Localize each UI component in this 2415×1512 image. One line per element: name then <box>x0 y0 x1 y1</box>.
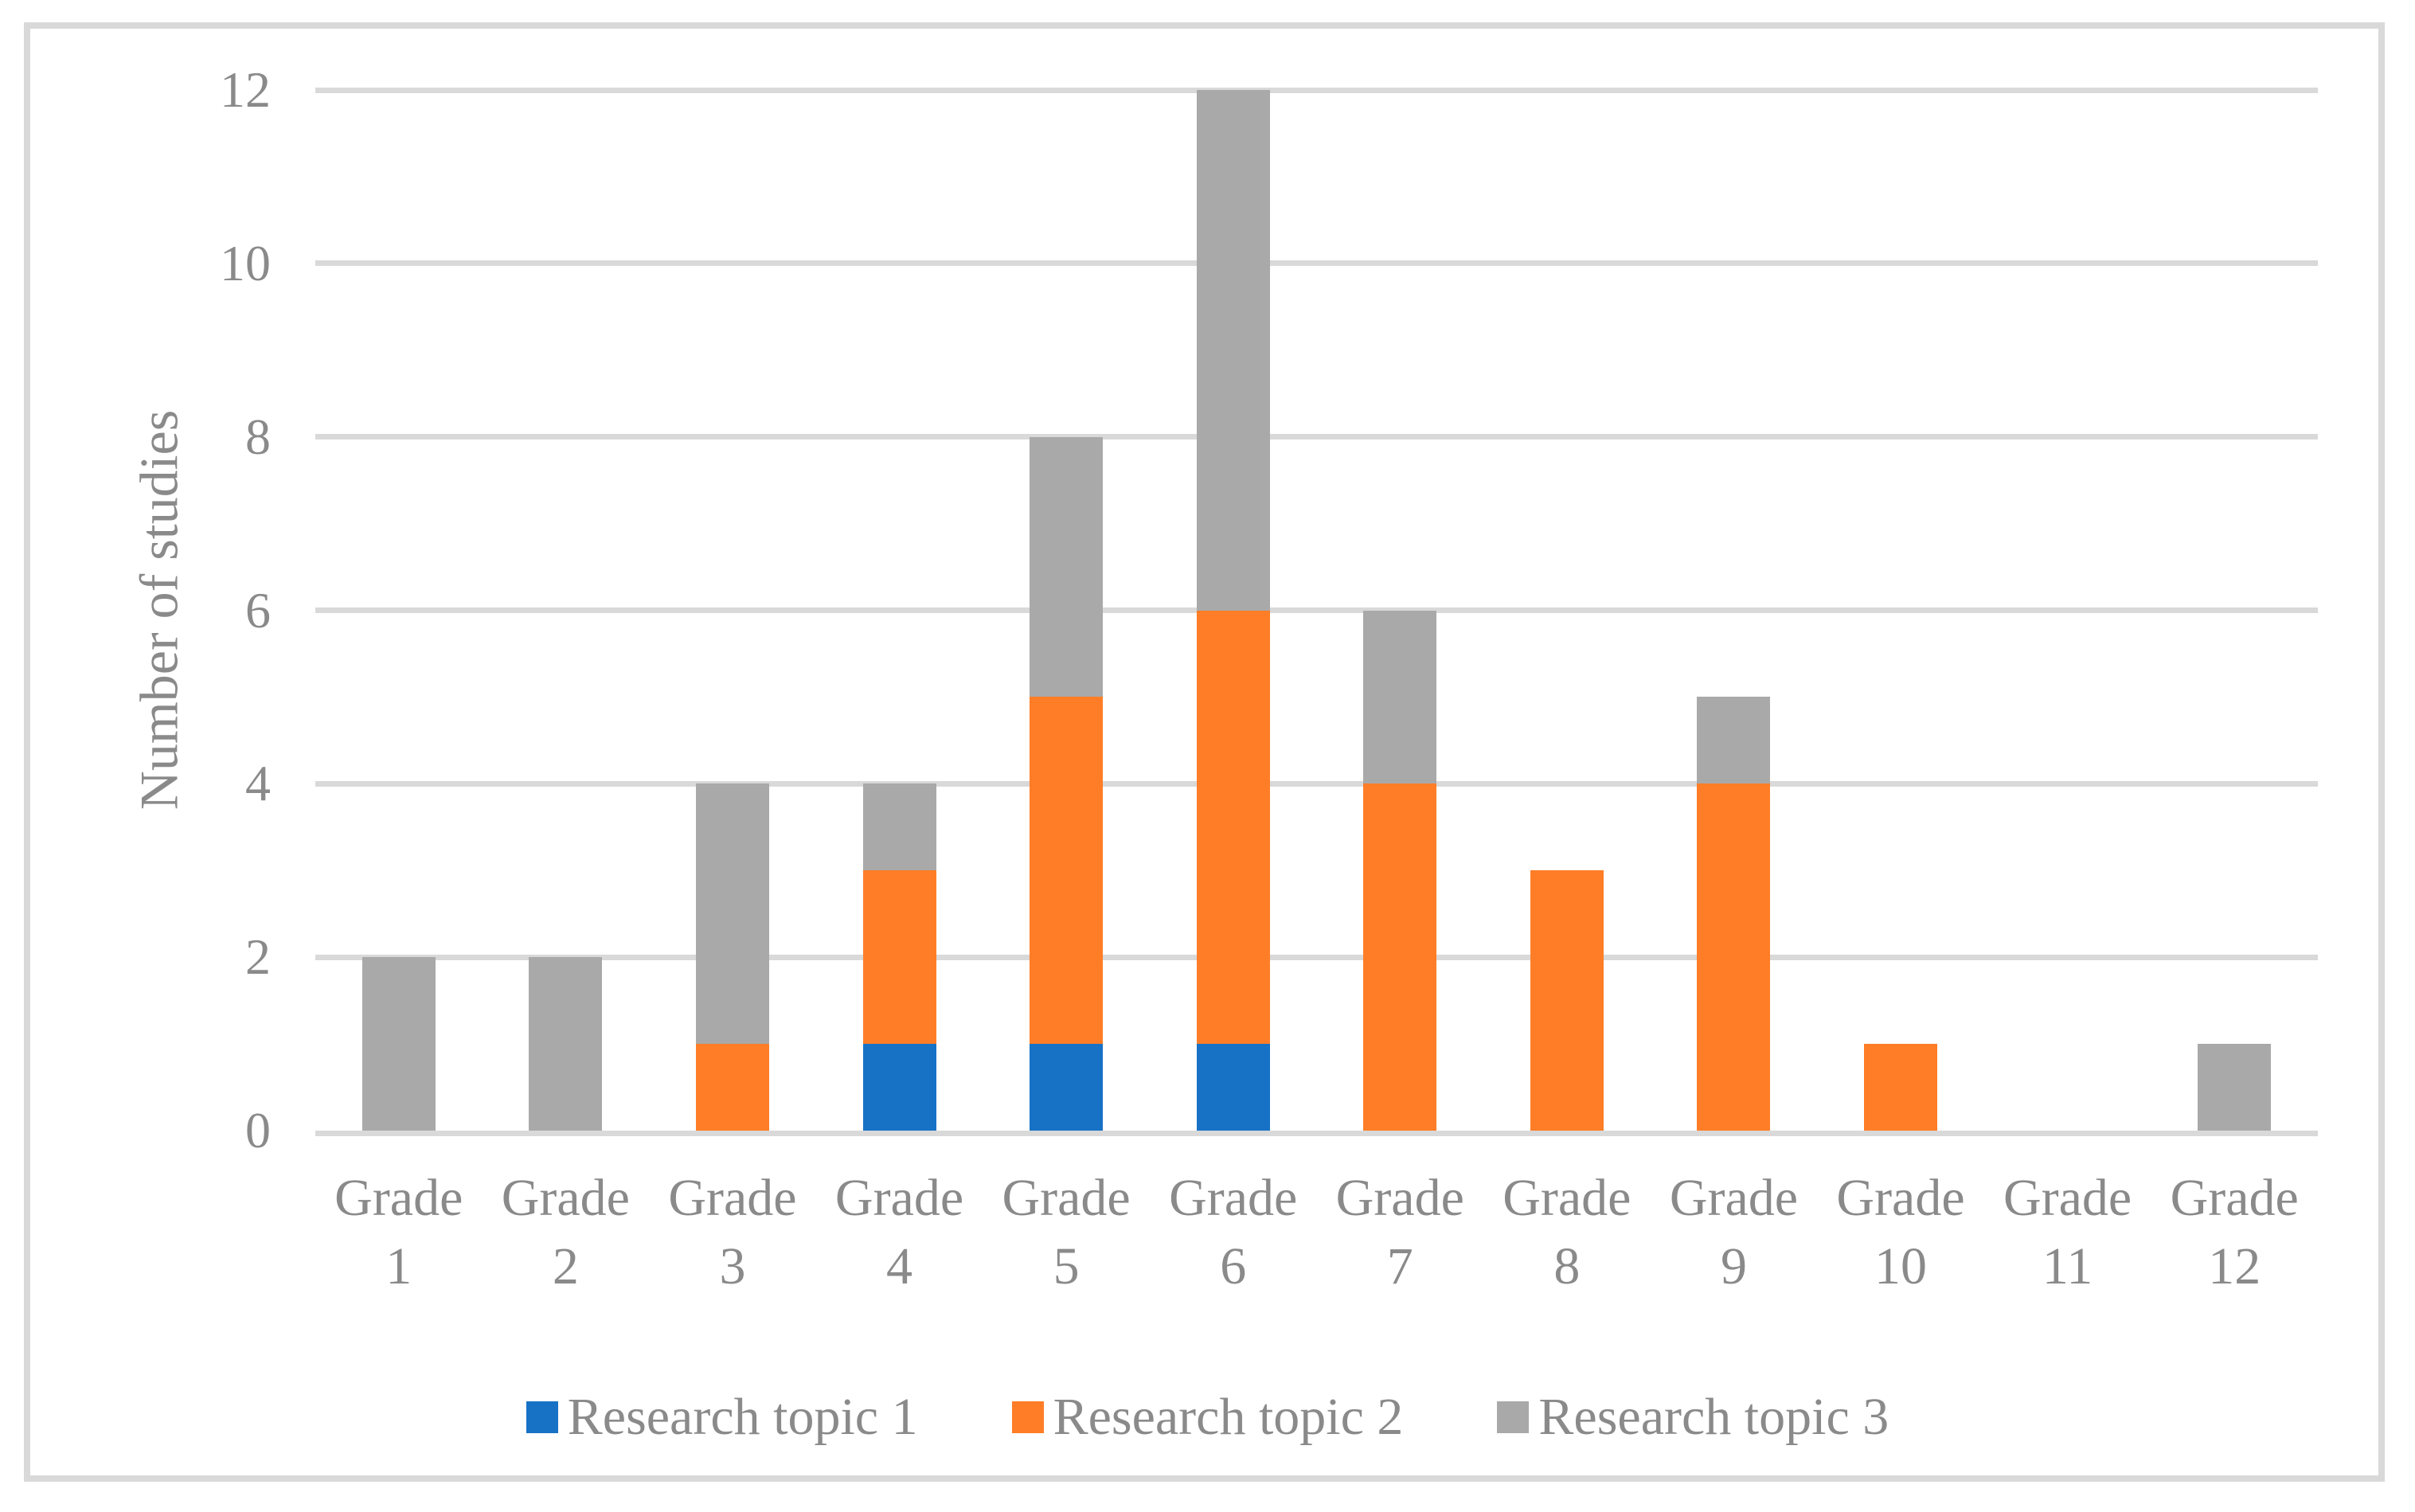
x-tick-label-number: 12 <box>2208 1237 2261 1295</box>
bar-segment-research-topic-3 <box>361 957 436 1131</box>
x-tick-label-number: 3 <box>719 1237 746 1295</box>
x-tick-label-number: 8 <box>1553 1237 1581 1295</box>
x-tick-label-grade-8: Grade 8 <box>1475 1164 1659 1301</box>
x-tick-label-word: Grade <box>1002 1169 1131 1227</box>
legend-label: Research topic 1 <box>567 1388 918 1446</box>
bar-segment-research-topic-2 <box>1530 870 1604 1131</box>
x-tick-label-word: Grade <box>668 1169 797 1227</box>
bar-column-grade-12 <box>2198 1044 2272 1131</box>
bar-segment-research-topic-3 <box>1196 90 1270 611</box>
bar-segment-research-topic-1 <box>862 1044 936 1131</box>
y-tick-label-12: 12 <box>220 61 271 118</box>
bar-segment-research-topic-3 <box>695 783 769 1045</box>
legend-swatch-icon <box>1011 1401 1044 1433</box>
bar-column-grade-7 <box>1363 610 1437 1131</box>
bar-segment-research-topic-3 <box>529 957 603 1131</box>
x-tick-label-grade-7: Grade 7 <box>1308 1164 1491 1301</box>
bar-column-grade-2 <box>529 957 603 1131</box>
x-tick-label-word: Grade <box>834 1169 964 1227</box>
x-tick-label-word: Grade <box>334 1169 463 1227</box>
x-tick-label-grade-2: Grade 2 <box>474 1164 657 1301</box>
bar-segment-research-topic-3 <box>1030 436 1104 697</box>
bar-segment-research-topic-3 <box>2198 1044 2272 1131</box>
x-tick-label-grade-10: Grade 10 <box>1809 1164 1992 1301</box>
y-tick-label-10: 10 <box>220 234 271 291</box>
gridline-y-4 <box>315 780 2318 787</box>
bar-column-grade-9 <box>1697 697 1771 1131</box>
legend-item-research-topic-1: Research topic 1 <box>526 1387 918 1448</box>
bar-column-grade-6 <box>1196 90 1270 1131</box>
x-tick-label-word: Grade <box>1669 1169 1799 1227</box>
y-tick-label-8: 8 <box>245 408 271 465</box>
x-tick-label-number: 7 <box>1386 1237 1413 1295</box>
plot-area <box>315 87 2318 1136</box>
gridline-y-12 <box>315 87 2318 93</box>
bar-column-grade-4 <box>862 783 936 1131</box>
x-tick-label-word: Grade <box>1836 1169 1965 1227</box>
y-tick-label-0: 0 <box>245 1102 271 1158</box>
x-tick-label-word: Grade <box>2170 1169 2299 1227</box>
x-tick-label-word: Grade <box>2003 1169 2132 1227</box>
bar-column-grade-3 <box>695 783 769 1131</box>
legend-swatch-icon <box>526 1401 558 1433</box>
x-tick-label-number: 2 <box>552 1237 579 1295</box>
bar-segment-research-topic-2 <box>1196 610 1270 1045</box>
gridline-y-0 <box>315 1131 2318 1136</box>
y-tick-label-6: 6 <box>245 581 271 639</box>
gridline-y-8 <box>315 434 2318 440</box>
bar-segment-research-topic-3 <box>862 783 936 871</box>
bar-segment-research-topic-2 <box>1864 1044 1938 1131</box>
bar-segment-research-topic-3 <box>1363 610 1437 784</box>
bar-segment-research-topic-2 <box>862 870 936 1045</box>
x-tick-label-word: Grade <box>1503 1169 1631 1227</box>
legend-label: Research topic 3 <box>1538 1388 1889 1446</box>
x-tick-label-number: 9 <box>1720 1237 1747 1295</box>
x-tick-label-number: 5 <box>1053 1237 1080 1295</box>
x-tick-label-grade-11: Grade 11 <box>1976 1164 2159 1301</box>
x-tick-label-number: 1 <box>385 1237 412 1295</box>
bar-segment-research-topic-2 <box>1697 783 1771 1131</box>
gridline-y-6 <box>315 608 2318 613</box>
x-tick-label-grade-9: Grade 9 <box>1642 1164 1825 1301</box>
chart-legend: Research topic 1 Research topic 2 Research… <box>0 1387 2415 1448</box>
bar-column-grade-1 <box>361 957 436 1131</box>
x-tick-label-number: 10 <box>1874 1237 1928 1295</box>
y-tick-label-2: 2 <box>245 928 271 986</box>
bar-column-grade-10 <box>1864 1044 1938 1131</box>
bar-segment-research-topic-1 <box>1196 1044 1270 1131</box>
legend-swatch-icon <box>1497 1401 1530 1433</box>
y-tick-label-4: 4 <box>245 755 271 812</box>
x-tick-label-number: 11 <box>2042 1237 2093 1295</box>
gridline-y-2 <box>315 954 2318 960</box>
bar-segment-research-topic-2 <box>695 1044 769 1131</box>
x-tick-label-grade-1: Grade 1 <box>307 1164 490 1301</box>
bar-column-grade-8 <box>1530 870 1604 1131</box>
x-tick-label-grade-12: Grade 12 <box>2143 1164 2326 1301</box>
x-tick-label-number: 4 <box>886 1237 913 1295</box>
bar-segment-research-topic-3 <box>1697 697 1771 784</box>
x-tick-label-grade-3: Grade 3 <box>641 1164 824 1301</box>
x-tick-label-grade-4: Grade 4 <box>808 1164 991 1301</box>
x-tick-label-number: 6 <box>1220 1237 1247 1295</box>
bar-segment-research-topic-1 <box>1030 1044 1104 1131</box>
bar-column-grade-5 <box>1030 436 1104 1131</box>
x-tick-label-word: Grade <box>501 1169 630 1227</box>
legend-item-research-topic-2: Research topic 2 <box>1011 1387 1404 1448</box>
legend-label: Research topic 2 <box>1053 1388 1404 1446</box>
legend-item-research-topic-3: Research topic 3 <box>1497 1387 1889 1448</box>
bar-segment-research-topic-2 <box>1030 697 1104 1045</box>
x-tick-label-word: Grade <box>1169 1169 1298 1227</box>
gridline-y-10 <box>315 260 2318 267</box>
x-tick-label-grade-5: Grade 5 <box>975 1164 1158 1301</box>
x-tick-label-grade-6: Grade 6 <box>1142 1164 1325 1301</box>
bar-segment-research-topic-2 <box>1363 783 1437 1131</box>
x-tick-label-word: Grade <box>1335 1169 1464 1227</box>
